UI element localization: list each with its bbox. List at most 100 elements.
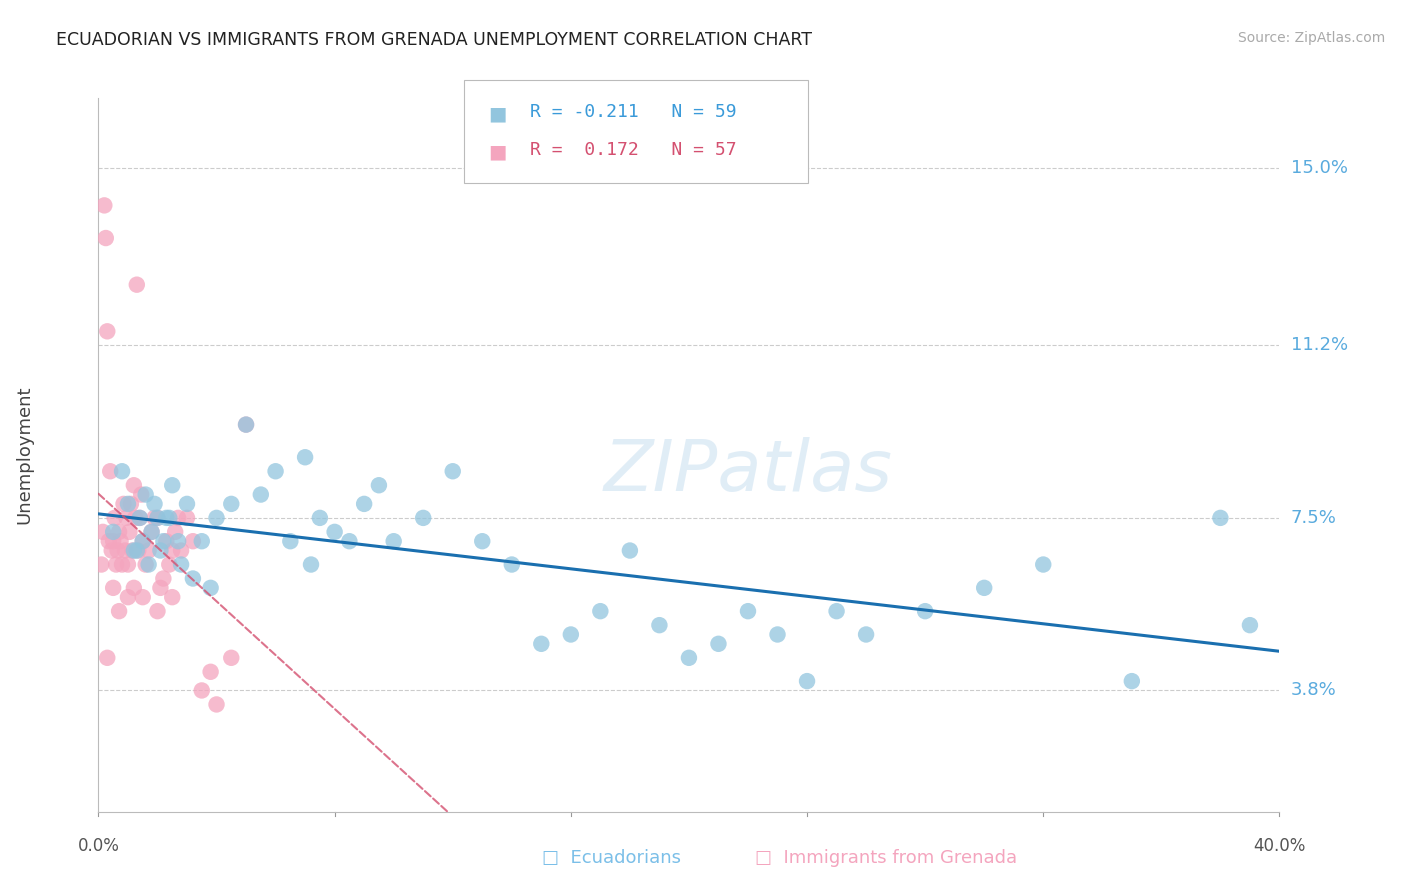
Point xyxy=(127,543,149,558)
Point xyxy=(914,604,936,618)
Point xyxy=(143,497,166,511)
Point xyxy=(530,637,553,651)
Point xyxy=(162,590,183,604)
Point xyxy=(323,524,346,539)
Point xyxy=(141,524,163,539)
Point xyxy=(309,511,332,525)
Point xyxy=(103,524,125,539)
Point xyxy=(1239,618,1261,632)
Point xyxy=(973,581,995,595)
Point xyxy=(825,604,848,618)
Point xyxy=(737,604,759,618)
Point xyxy=(121,543,143,558)
Point xyxy=(107,543,129,558)
Point xyxy=(619,543,641,558)
Point xyxy=(368,478,391,492)
Point xyxy=(146,511,169,525)
Text: R = -0.211   N = 59: R = -0.211 N = 59 xyxy=(530,103,737,120)
Point xyxy=(96,650,118,665)
Point xyxy=(589,604,612,618)
Point xyxy=(115,511,138,525)
Point xyxy=(105,558,128,572)
Point xyxy=(120,497,142,511)
Point xyxy=(132,534,155,549)
Text: Unemployment: Unemployment xyxy=(15,385,34,524)
Point xyxy=(111,558,134,572)
Point xyxy=(157,558,180,572)
Point xyxy=(90,558,112,572)
Point xyxy=(138,543,160,558)
Point xyxy=(181,534,204,549)
Point xyxy=(167,511,190,525)
Point xyxy=(146,604,169,618)
Point xyxy=(128,511,150,525)
Point xyxy=(111,464,134,478)
Point xyxy=(114,543,136,558)
Text: 7.5%: 7.5% xyxy=(1291,508,1337,527)
Point xyxy=(170,543,193,558)
Text: 15.0%: 15.0% xyxy=(1291,159,1347,178)
Point xyxy=(235,417,257,432)
Point xyxy=(191,534,214,549)
Point xyxy=(108,524,131,539)
Text: 3.8%: 3.8% xyxy=(1291,681,1336,699)
Point xyxy=(250,487,273,501)
Point xyxy=(122,478,145,492)
Point xyxy=(855,627,877,641)
Point xyxy=(200,665,222,679)
Point xyxy=(96,324,118,338)
Text: ZIPatlas: ZIPatlas xyxy=(603,437,893,506)
Point xyxy=(132,534,155,549)
Text: □  Ecuadorians: □ Ecuadorians xyxy=(543,849,681,867)
Point xyxy=(162,543,183,558)
Text: Source: ZipAtlas.com: Source: ZipAtlas.com xyxy=(1237,31,1385,45)
Point xyxy=(93,198,115,212)
Text: R =  0.172   N = 57: R = 0.172 N = 57 xyxy=(530,141,737,159)
Text: 11.2%: 11.2% xyxy=(1291,336,1348,354)
Point xyxy=(560,627,582,641)
Point xyxy=(176,511,198,525)
Point xyxy=(152,534,174,549)
Point xyxy=(766,627,789,641)
Point xyxy=(219,497,243,511)
Point xyxy=(155,534,177,549)
Point xyxy=(796,674,818,689)
Point xyxy=(94,231,117,245)
Point xyxy=(382,534,405,549)
Point xyxy=(412,511,434,525)
Point xyxy=(128,511,150,525)
Point xyxy=(155,511,177,525)
Point xyxy=(124,511,146,525)
Point xyxy=(103,534,125,549)
Point xyxy=(648,618,671,632)
Point xyxy=(165,524,187,539)
Point xyxy=(138,558,160,572)
Point xyxy=(146,511,169,525)
Point xyxy=(149,581,172,595)
Text: ECUADORIAN VS IMMIGRANTS FROM GRENADA UNEMPLOYMENT CORRELATION CHART: ECUADORIAN VS IMMIGRANTS FROM GRENADA UN… xyxy=(56,31,813,49)
Point xyxy=(264,464,287,478)
Point xyxy=(337,534,360,549)
Point xyxy=(200,581,222,595)
Point xyxy=(157,511,180,525)
Point xyxy=(170,558,193,572)
Point xyxy=(167,534,190,549)
Text: 40.0%: 40.0% xyxy=(1253,838,1306,855)
Point xyxy=(1032,558,1054,572)
Point xyxy=(110,534,132,549)
Point xyxy=(176,497,198,511)
Point xyxy=(118,524,141,539)
Text: □  Immigrants from Grenada: □ Immigrants from Grenada xyxy=(755,849,1017,867)
Point xyxy=(162,478,183,492)
Point xyxy=(299,558,322,572)
Point xyxy=(135,487,157,501)
Point xyxy=(117,590,139,604)
Point xyxy=(135,558,157,572)
Point xyxy=(471,534,494,549)
Point xyxy=(501,558,523,572)
Point xyxy=(205,698,228,712)
Text: ■: ■ xyxy=(488,143,506,161)
Point xyxy=(132,590,155,604)
Point xyxy=(117,558,139,572)
Point xyxy=(112,497,135,511)
